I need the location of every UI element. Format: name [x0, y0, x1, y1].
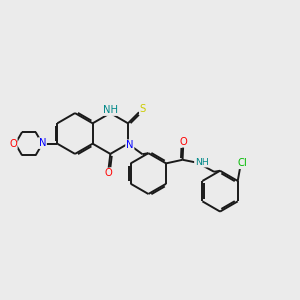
Text: NH: NH	[195, 158, 208, 167]
Text: O: O	[105, 168, 112, 178]
Text: O: O	[9, 139, 17, 149]
Text: O: O	[180, 137, 188, 147]
Text: NH: NH	[103, 105, 118, 115]
Text: N: N	[126, 140, 134, 150]
Text: N: N	[39, 138, 46, 148]
Text: S: S	[140, 104, 146, 114]
Text: Cl: Cl	[238, 158, 248, 168]
